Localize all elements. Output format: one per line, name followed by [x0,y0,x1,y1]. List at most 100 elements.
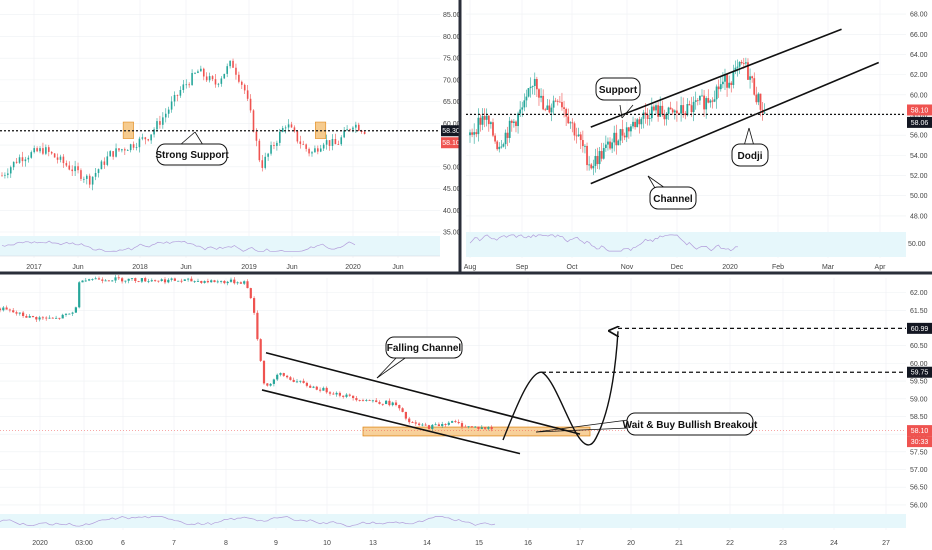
p1-candle-52 [153,129,155,135]
p3-candle-138 [454,421,457,423]
annotation-wait-buy-breakout: Wait & Buy Bullish Breakout [623,420,758,431]
p1-candle-80 [235,67,237,75]
p2-candle-104 [686,104,689,116]
p1-candle-62 [182,84,185,91]
p3-candle-80 [262,360,266,384]
p1-candle-78 [229,60,231,67]
p3-candle-70 [229,279,233,282]
p3-candle-10 [31,316,35,318]
p1-candle-17 [50,151,53,154]
p3-candle-13 [41,317,44,319]
p1-candle-10 [30,152,33,158]
p3-candle-23 [74,307,77,313]
p1-x-tick-6: 2020 [345,264,361,271]
p3-candle-11 [35,317,38,320]
p3-candle-1 [2,307,5,311]
p3-candle-84 [276,374,279,380]
p3-candle-18 [58,317,61,319]
p1-candle-24 [71,169,73,172]
p3-candle-55 [180,280,183,282]
p1-candle-2 [7,173,9,175]
p2-candle-132 [744,62,747,64]
p3-x-tick-8: 14 [423,540,431,547]
p2-candle-88 [653,106,655,111]
p3-rsi-band [0,514,906,528]
p2-candle-130 [740,61,743,64]
p3-y-tick-1: 61.50 [910,308,928,315]
p2-candle-15 [500,146,503,148]
p2-x-tick-3: Nov [621,264,634,271]
p3-candle-79 [259,339,262,361]
p2-y-tick-6: 56.00 [910,133,928,140]
p3-candle-119 [391,402,394,406]
p1-candle-96 [281,128,284,132]
p2-candle-64 [602,148,605,159]
p3-candle-103 [338,392,341,396]
p2-candle-110 [699,95,701,101]
p2-candle-28 [527,88,530,97]
p2-candle-135 [751,76,754,79]
p1-candle-22 [65,163,68,166]
p2-candle-87 [650,106,653,119]
p3-price-badge-3-bg [907,436,932,448]
p2-candle-131 [742,63,745,64]
p1-candle-35 [103,161,106,165]
p3-projection-path [502,331,618,446]
annotation-dodji: Dodji [738,151,763,162]
p3-x-tick-9: 15 [475,540,483,547]
p1-annotation-strong-support: Strong Support [155,131,229,166]
p3-candle-136 [447,422,450,425]
p3-candle-129 [424,424,427,426]
p3-candle-113 [371,400,374,402]
annotation-support: Support [599,85,638,96]
p1-candle-101 [296,131,299,142]
p2-candle-69 [613,132,616,143]
p3-x-tick-14: 22 [726,540,734,547]
p3-candle-14 [45,317,48,319]
p3-x-tick-5: 9 [274,540,278,547]
p2-candle-72 [619,129,622,141]
p2-candle-55 [584,145,586,147]
p1-candle-60 [176,94,179,96]
p2-x-axis: Aug Sep Oct Nov Dec 2020 Feb Mar Apr [464,264,886,271]
p3-candle-51 [167,279,170,283]
p3-candle-60 [196,280,200,282]
p3-candle-8 [25,315,28,318]
p2-candle-123 [726,74,728,88]
p2-candle-6 [481,116,484,125]
p2-candle-75 [625,127,628,138]
p3-candle-88 [289,377,292,380]
p1-candle-0 [1,175,3,177]
p2-candle-85 [646,114,649,119]
p2-candle-39 [550,107,553,113]
p3-candle-86 [282,373,285,376]
p1-candle-57 [167,109,170,114]
p3-candle-102 [335,392,338,395]
p3-candle-40 [130,278,134,279]
p3-candle-47 [154,280,157,282]
p3-candle-105 [345,394,348,397]
p1-candle-63 [185,84,188,86]
p3-candle-144 [474,426,477,428]
p3-x-tick-15: 23 [779,540,787,547]
p1-candle-41 [121,149,123,151]
p3-candle-49 [160,279,163,282]
p3-candle-82 [269,383,272,386]
p3-candle-115 [378,402,381,404]
p1-x-tick-0: 2017 [26,264,42,271]
p3-channel-lower [261,389,521,455]
p3-candle-46 [150,280,153,282]
p3-candle-21 [68,313,71,315]
p1-candle-69 [202,68,205,77]
p3-candle-140 [460,423,464,427]
p2-candle-81 [638,119,641,125]
p1-candle-55 [162,117,164,125]
p2-candle-111 [701,95,703,97]
p3-x-tick-2: 6 [121,540,125,547]
p3-candle-135 [444,424,447,425]
p1-candle-18 [53,153,56,158]
p1-candle-49 [144,137,147,140]
p2-candle-3 [475,132,478,135]
p2-candles [469,57,766,176]
p3-x-tick-10: 16 [524,540,532,547]
